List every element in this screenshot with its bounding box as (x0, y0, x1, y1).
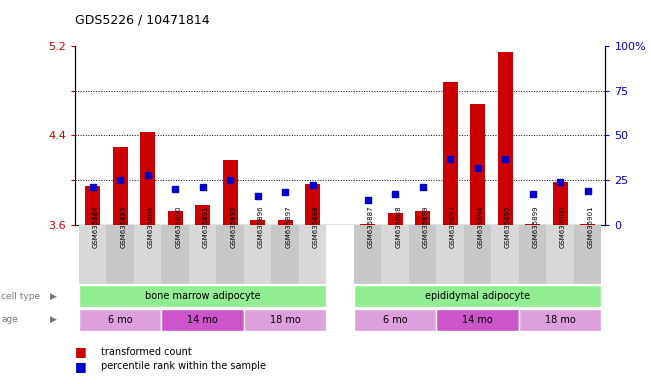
Bar (85, 185, 100, 225)
Bar (519, 309, 602, 331)
Bar (436, 309, 519, 331)
Bar (354, 285, 602, 307)
Text: GSM635889: GSM635889 (422, 205, 428, 248)
Text: GSM635901: GSM635901 (588, 205, 594, 248)
Text: percentile rank within the sample: percentile rank within the sample (101, 361, 266, 371)
Bar (470, 104, 485, 225)
Text: 18 mo: 18 mo (545, 315, 575, 325)
Bar (464, 225, 492, 284)
Text: GDS5226 / 10471814: GDS5226 / 10471814 (75, 14, 210, 27)
Bar (326, 225, 354, 284)
Bar (107, 225, 134, 284)
Bar (580, 223, 595, 225)
Text: GSM635886: GSM635886 (148, 205, 154, 248)
Bar (79, 285, 326, 307)
Bar (134, 225, 161, 284)
Text: GSM635885: GSM635885 (120, 205, 126, 248)
Bar (387, 214, 403, 225)
Text: GSM635898: GSM635898 (312, 205, 318, 248)
Bar (244, 225, 271, 284)
Text: GSM635894: GSM635894 (478, 205, 484, 248)
Bar (299, 225, 326, 284)
Text: epididymal adipocyte: epididymal adipocyte (425, 291, 530, 301)
Bar (354, 225, 381, 284)
Text: GSM635890: GSM635890 (175, 205, 181, 248)
Text: transformed count: transformed count (101, 347, 191, 357)
Text: 6 mo: 6 mo (108, 315, 133, 325)
Text: ■: ■ (75, 360, 87, 373)
Bar (113, 147, 128, 225)
Text: ▶: ▶ (49, 315, 57, 324)
Text: bone marrow adipocyte: bone marrow adipocyte (145, 291, 260, 301)
Bar (305, 184, 320, 225)
Bar (250, 220, 265, 225)
Bar (140, 132, 156, 225)
Text: 18 mo: 18 mo (270, 315, 301, 325)
Text: GSM635896: GSM635896 (258, 205, 264, 248)
Bar (161, 309, 244, 331)
Bar (223, 160, 238, 225)
Text: GSM635895: GSM635895 (505, 205, 511, 248)
Bar (79, 309, 161, 331)
Text: GSM635899: GSM635899 (533, 205, 538, 248)
Bar (443, 82, 458, 225)
Text: GSM635893: GSM635893 (450, 205, 456, 248)
Text: 6 mo: 6 mo (383, 315, 408, 325)
Text: 14 mo: 14 mo (462, 315, 493, 325)
Bar (409, 225, 436, 284)
Text: ▶: ▶ (49, 291, 57, 301)
Bar (415, 211, 430, 225)
Bar (277, 220, 293, 225)
Text: ■: ■ (75, 345, 87, 358)
Bar (492, 225, 519, 284)
Bar (497, 52, 512, 225)
Bar (271, 225, 299, 284)
Bar (360, 223, 375, 225)
Bar (525, 223, 540, 225)
Text: GSM635897: GSM635897 (285, 205, 291, 248)
Bar (546, 225, 574, 284)
Bar (553, 182, 568, 225)
Bar (436, 225, 464, 284)
Text: age: age (1, 315, 18, 324)
Bar (519, 225, 546, 284)
Text: GSM635887: GSM635887 (368, 205, 374, 248)
Text: GSM635892: GSM635892 (230, 205, 236, 248)
Bar (79, 225, 107, 284)
Bar (168, 211, 183, 225)
Text: GSM635891: GSM635891 (202, 205, 209, 248)
Bar (381, 225, 409, 284)
Bar (161, 225, 189, 284)
Text: cell type: cell type (1, 291, 40, 301)
Text: GSM635888: GSM635888 (395, 205, 401, 248)
Bar (195, 205, 210, 225)
Text: 14 mo: 14 mo (187, 315, 218, 325)
Bar (574, 225, 602, 284)
Bar (244, 309, 326, 331)
Bar (189, 225, 216, 284)
Bar (216, 225, 244, 284)
Text: GSM635900: GSM635900 (560, 205, 566, 248)
Bar (354, 309, 436, 331)
Text: GSM635884: GSM635884 (92, 205, 99, 248)
